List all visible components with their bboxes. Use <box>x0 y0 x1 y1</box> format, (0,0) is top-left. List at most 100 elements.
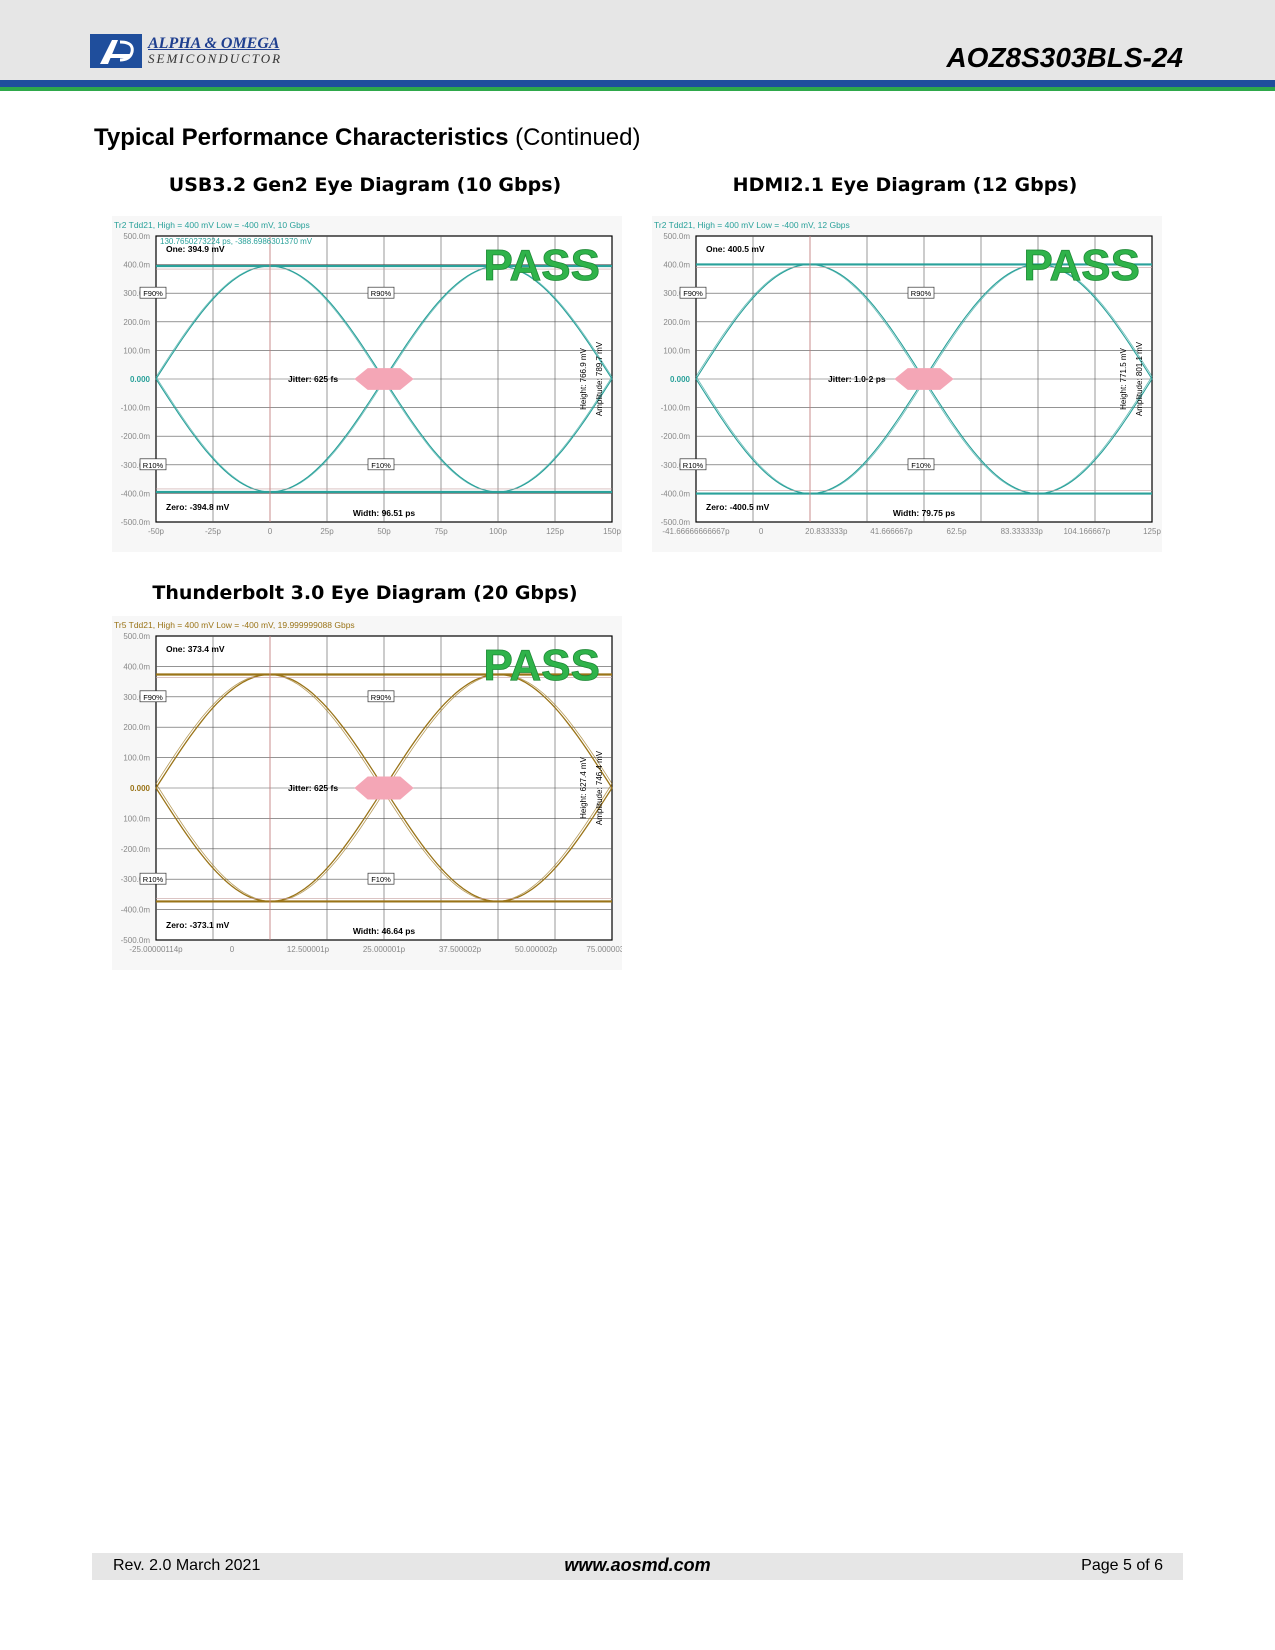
marker-r90pct: R90% <box>907 286 935 299</box>
height-label: Height: 627.4 mV <box>579 756 588 818</box>
cursor-readout: 130.7650273224 ps, -388.6986301370 mV <box>160 237 313 246</box>
marker-r90pct: R90% <box>367 286 395 299</box>
one-level-label: One: 394.9 mV <box>166 244 225 254</box>
hdmi-eye-diagram: Tr2 Tdd21, High = 400 mV Low = -400 mV, … <box>652 216 1162 552</box>
y-tick-label: 300.0m <box>663 289 690 298</box>
usb-diagram-title: USB3.2 Gen2 Eye Diagram (10 Gbps) <box>168 174 562 196</box>
y-tick-label: 0.000 <box>130 784 151 793</box>
marker-box <box>139 286 167 299</box>
x-tick-label: 150p <box>603 527 621 536</box>
marker-r10pct: R10% <box>139 458 167 471</box>
marker-f10pct: F10% <box>367 872 395 885</box>
y-tick-label: -200.0m <box>121 845 151 854</box>
thunderbolt-diagram-title: Thunderbolt 3.0 Eye Diagram (20 Gbps) <box>152 582 578 604</box>
y-tick-label: -500.0m <box>121 936 151 945</box>
marker-f90pct: F90% <box>679 286 707 299</box>
y-tick-label: 200.0m <box>123 723 150 732</box>
y-tick-label: 400.0m <box>123 261 150 270</box>
x-tick-label: 41.666667p <box>870 527 913 536</box>
y-tick-label: 100.0m <box>123 346 150 355</box>
jitter-label: Jitter: 625 fs <box>288 783 338 793</box>
marker-label: R90% <box>371 693 392 702</box>
jitter-label: Jitter: 1.0·2 ps <box>828 374 886 384</box>
marker-label: F10% <box>371 875 391 884</box>
y-tick-label: 100.0m <box>123 754 150 763</box>
x-tick-label: 125p <box>1143 527 1161 536</box>
marker-box <box>907 286 935 299</box>
y-tick-label: -300.0m <box>121 461 151 470</box>
eye-mask <box>354 776 414 800</box>
x-tick-label: 83.333333p <box>1001 527 1044 536</box>
footer-url[interactable]: www.aosmd.com <box>564 1555 711 1575</box>
marker-box <box>679 458 707 471</box>
marker-box <box>367 872 395 885</box>
y-tick-label: 400.0m <box>663 261 690 270</box>
x-tick-label: 37.500002p <box>439 945 482 954</box>
y-tick-label: 500.0m <box>123 632 150 641</box>
logo-name: ALPHA & OMEGA <box>148 35 280 52</box>
x-tick-label: 0 <box>230 945 235 954</box>
eye-mask <box>354 368 414 390</box>
y-tick-label: 200.0m <box>123 318 150 327</box>
marker-f10pct: F10% <box>907 458 935 471</box>
y-tick-label: -500.0m <box>121 518 151 527</box>
usb-eye-diagram: Tr2 Tdd21, High = 400 mV Low = -400 mV, … <box>112 216 622 552</box>
marker-box <box>367 690 395 703</box>
marker-label: F90% <box>143 289 163 298</box>
x-tick-label: 0 <box>759 527 764 536</box>
setup-label: Tr5 Tdd21, High = 400 mV Low = -400 mV, … <box>114 620 355 630</box>
x-tick-label: 12.500001p <box>287 945 330 954</box>
amplitude-label: Amplitude: 789.7 mV <box>595 341 604 416</box>
y-tick-label: 500.0m <box>123 232 150 241</box>
marker-label: F10% <box>911 461 931 470</box>
section-title: Typical Performance Characteristics (Con… <box>94 124 641 152</box>
y-tick-label: -400.0m <box>121 489 151 498</box>
y-tick-label: -200.0m <box>121 432 151 441</box>
x-tick-label: 100p <box>489 527 507 536</box>
y-tick-label: -300.0m <box>661 461 691 470</box>
pass-stamp: PASS <box>483 641 600 690</box>
x-tick-label: 25p <box>320 527 334 536</box>
thunderbolt-eye-diagram: Tr5 Tdd21, High = 400 mV Low = -400 mV, … <box>112 616 622 970</box>
width-label: Width: 46.64 ps <box>353 926 416 936</box>
y-tick-label: -500.0m <box>661 518 691 527</box>
header-green-rule <box>0 87 1275 91</box>
y-tick-label: -400.0m <box>121 906 151 915</box>
setup-label: Tr2 Tdd21, High = 400 mV Low = -400 mV, … <box>654 220 850 230</box>
marker-label: R90% <box>371 289 392 298</box>
thunderbolt-eye-svg: Tr5 Tdd21, High = 400 mV Low = -400 mV, … <box>112 616 622 970</box>
pass-stamp: PASS <box>483 241 600 290</box>
marker-f10pct: F10% <box>367 458 395 471</box>
x-tick-label: 20.833333p <box>805 527 848 536</box>
zero-level-label: Zero: -394.8 mV <box>166 502 230 512</box>
footer-page-number: Page 5 of 6 <box>1081 1557 1163 1574</box>
y-tick-label: 0.000 <box>130 375 151 384</box>
marker-label: F90% <box>143 693 163 702</box>
y-tick-label: 0.000 <box>670 375 691 384</box>
part-number: AOZ8S303BLS-24 <box>946 42 1183 73</box>
x-tick-label: 62.5p <box>947 527 968 536</box>
hdmi-eye-svg: Tr2 Tdd21, High = 400 mV Low = -400 mV, … <box>652 216 1162 552</box>
marker-r10pct: R10% <box>679 458 707 471</box>
marker-box <box>679 286 707 299</box>
x-tick-label: 75p <box>434 527 448 536</box>
height-label: Height: 766.9 mV <box>579 347 588 409</box>
marker-f90pct: F90% <box>139 286 167 299</box>
marker-label: F90% <box>683 289 703 298</box>
x-tick-label: -25.00000114p <box>129 945 183 954</box>
page-header: ALPHA & OMEGA SEMICONDUCTOR AOZ8S303BLS-… <box>0 0 1275 80</box>
footer-bar <box>92 1553 1183 1580</box>
marker-r10pct: R10% <box>139 872 167 885</box>
marker-box <box>139 872 167 885</box>
marker-box <box>367 286 395 299</box>
y-tick-label: -100.0m <box>121 404 151 413</box>
x-tick-label: 75.00000342p <box>586 945 622 954</box>
y-tick-label: -400.0m <box>661 489 691 498</box>
section-title-suffix: (Continued) <box>515 124 641 151</box>
jitter-label: Jitter: 625 fs <box>288 374 338 384</box>
amplitude-label: Amplitude: 746.4 mV <box>595 750 604 825</box>
y-tick-label: -200.0m <box>661 432 691 441</box>
y-tick-label: -100.0m <box>661 404 691 413</box>
pass-stamp: PASS <box>1023 241 1140 290</box>
header-blue-rule <box>0 80 1275 87</box>
